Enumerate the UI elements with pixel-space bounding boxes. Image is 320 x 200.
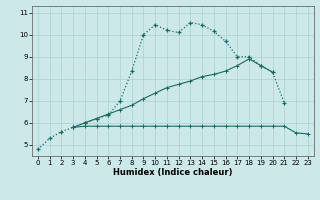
X-axis label: Humidex (Indice chaleur): Humidex (Indice chaleur) [113, 168, 233, 177]
